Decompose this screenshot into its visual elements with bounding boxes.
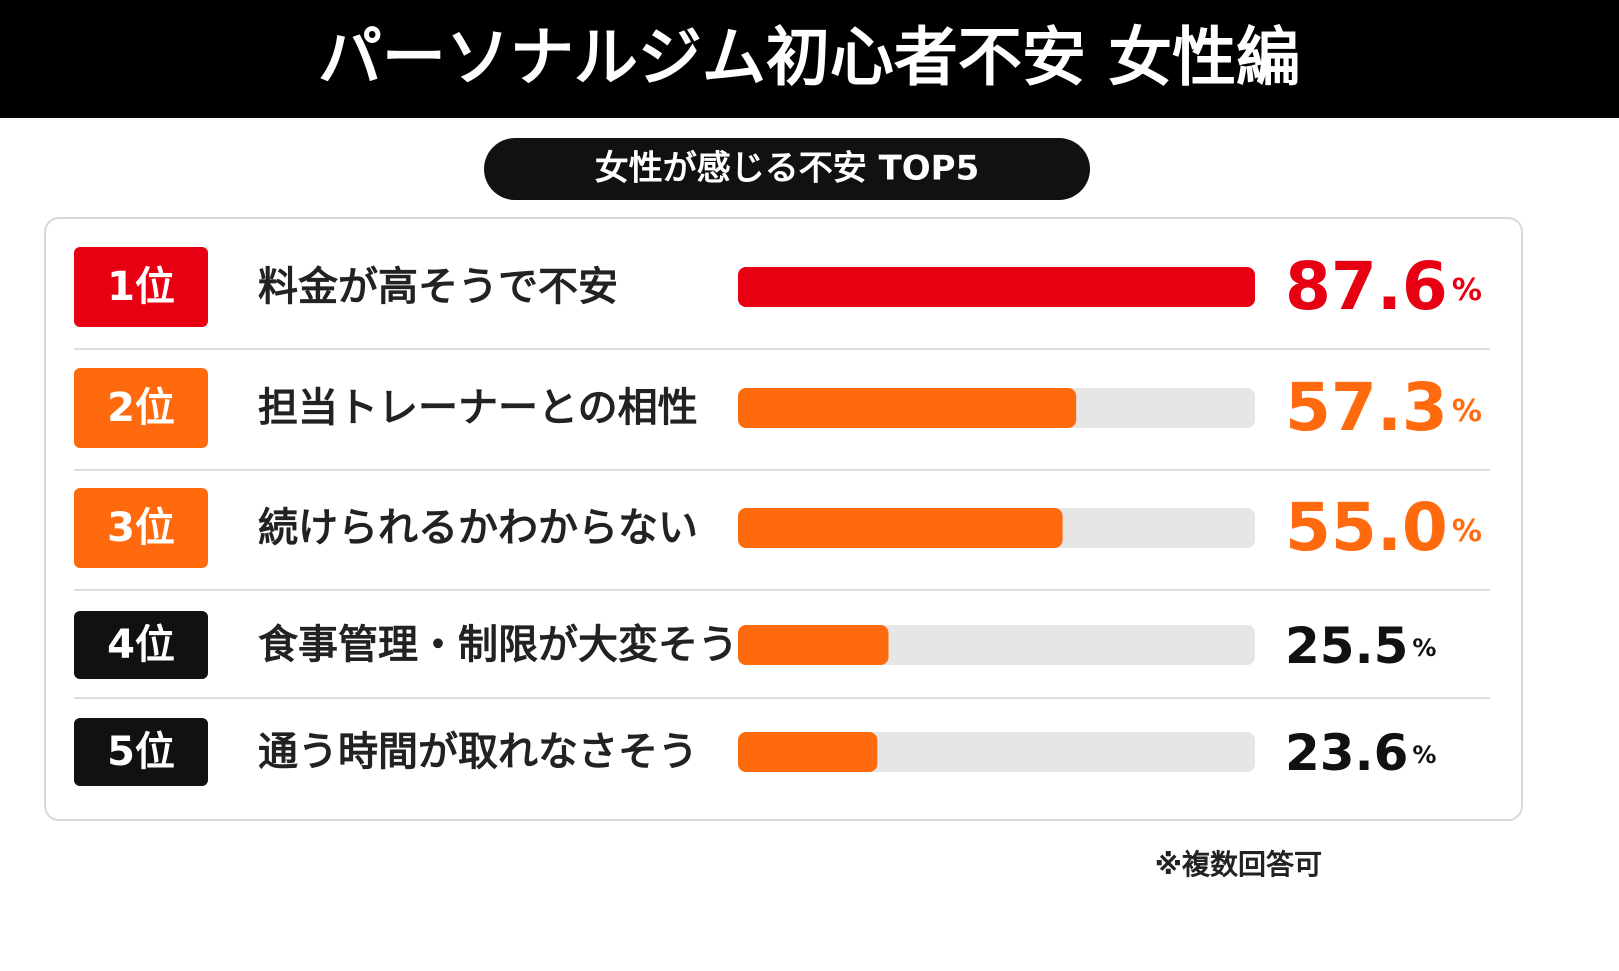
bar bbox=[738, 625, 889, 665]
bar bbox=[738, 388, 1077, 428]
category-label: 食事管理・制限が大変そう bbox=[258, 622, 738, 668]
value-label: 55.0% bbox=[1285, 489, 1482, 566]
chart-title: パーソナルジム初心者不安 女性編 bbox=[318, 22, 1300, 96]
value-label: 57.3% bbox=[1285, 369, 1482, 446]
rank-badge bbox=[74, 247, 208, 327]
category-label: 担当トレーナーとの相性 bbox=[258, 385, 698, 431]
category-label: 続けられるかわからない bbox=[258, 505, 698, 551]
rank-badge bbox=[74, 488, 208, 568]
rank-badge bbox=[74, 611, 208, 679]
rank-label: 4位 bbox=[107, 622, 175, 668]
chart-subtitle: 女性が感じる不安 TOP5 bbox=[595, 149, 980, 189]
rank-badge bbox=[74, 368, 208, 448]
value-label: 23.6% bbox=[1285, 724, 1436, 782]
header-bar bbox=[0, 0, 1619, 118]
category-label: 料金が高そうで不安 bbox=[258, 264, 618, 310]
subtitle-pill bbox=[484, 138, 1090, 200]
rank-label: 2位 bbox=[107, 385, 175, 431]
rank-label: 3位 bbox=[107, 505, 175, 551]
note: ※複数回答可 bbox=[1155, 848, 1322, 881]
rank-label: 5位 bbox=[107, 729, 175, 775]
rank-badge bbox=[74, 718, 208, 786]
bar bbox=[738, 508, 1063, 548]
value-label: 87.6% bbox=[1285, 248, 1482, 325]
category-label: 通う時間が取れなさそう bbox=[258, 729, 698, 775]
bar bbox=[738, 732, 878, 772]
bar bbox=[738, 267, 1255, 307]
value-label: 25.5% bbox=[1285, 617, 1436, 675]
rank-label: 1位 bbox=[107, 264, 175, 310]
